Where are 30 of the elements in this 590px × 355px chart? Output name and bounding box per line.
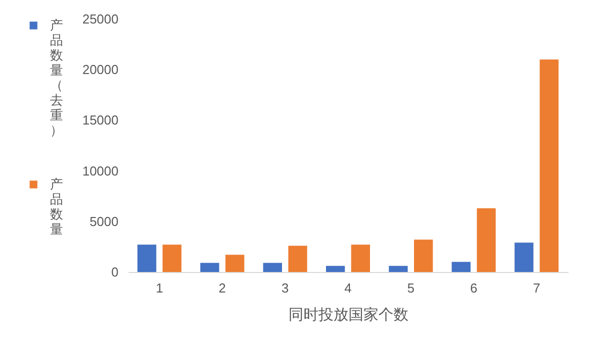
y-tick-label: 20000 [82,62,118,78]
bar [326,266,345,272]
bar [137,244,156,272]
y-tick-label: 15000 [82,112,118,128]
bar [476,208,496,272]
x-tick-label: 3 [282,280,289,296]
x-tick-label: 1 [156,280,164,296]
y-tick-label: 10000 [82,163,118,178]
bar [225,254,244,272]
legend-label: 产品数量 [50,176,63,236]
bar [162,244,182,272]
bar [200,262,220,272]
x-tick-label: 2 [218,280,226,296]
bar [288,246,308,272]
bar [351,244,370,272]
legend-label: 产品数量（去重） [50,18,63,138]
bar [540,59,559,272]
bar [388,266,408,272]
x-tick-label: 6 [470,280,478,296]
x-tick-label: 5 [407,280,414,296]
x-tick-label: 4 [344,280,352,296]
bar [414,240,433,272]
bar [452,262,471,272]
y-tick-label: 0 [111,264,118,280]
x-axis-title: 同时投放国家个数 [288,306,408,324]
y-tick-label: 25000 [82,12,118,26]
x-tick-label: 7 [532,280,540,296]
bar [514,242,534,272]
bar [263,262,282,272]
y-tick-label: 5000 [90,214,118,229]
